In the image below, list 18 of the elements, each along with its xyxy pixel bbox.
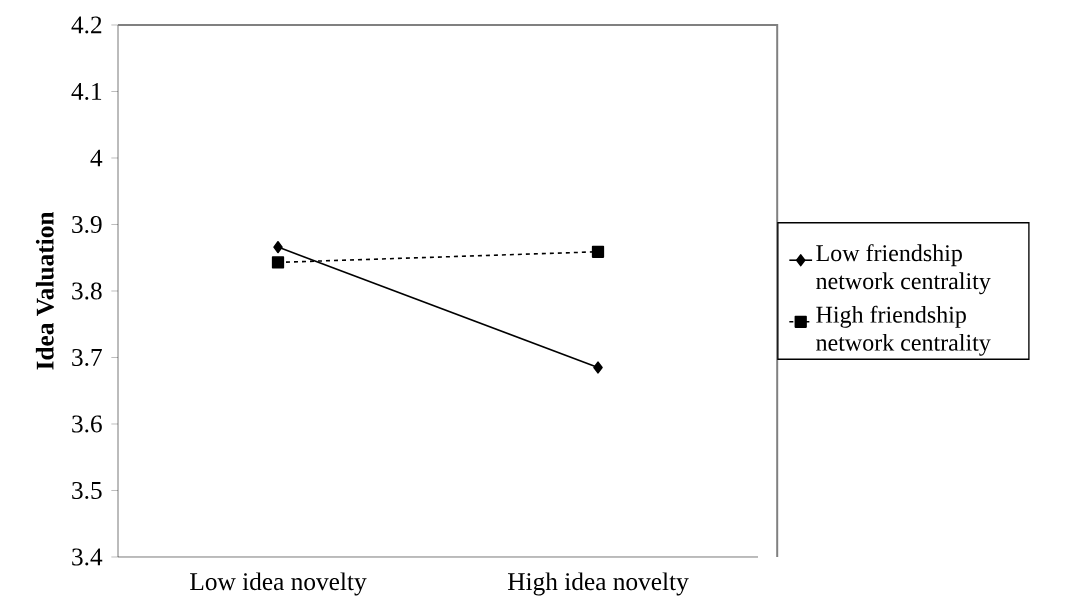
y-tick-label: 3.8 bbox=[72, 282, 102, 300]
point bbox=[271, 256, 285, 269]
x-tick-label: Low idea novelty bbox=[190, 572, 367, 596]
y-tick-label: 4.2 bbox=[71, 16, 102, 34]
y-tick-label: 4 bbox=[90, 149, 103, 167]
legend-label: High friendship network centrality bbox=[816, 305, 991, 356]
y-tick-label: 3.6 bbox=[72, 415, 102, 433]
y-tick-label: 3.9 bbox=[72, 216, 102, 234]
legend-label: Low friendship network centrality bbox=[816, 244, 991, 295]
y-tick-label: 3.7 bbox=[72, 348, 102, 367]
y-tick-label: 4.1 bbox=[71, 83, 102, 101]
y-axis-title: Idea Valuation bbox=[35, 212, 54, 370]
point bbox=[593, 361, 603, 374]
y-tick-label: 3.4 bbox=[72, 548, 103, 566]
x-tick-label: High idea novelty bbox=[507, 572, 689, 596]
point bbox=[591, 245, 605, 258]
point bbox=[273, 241, 283, 254]
y-tick-label: 3.5 bbox=[72, 481, 102, 500]
